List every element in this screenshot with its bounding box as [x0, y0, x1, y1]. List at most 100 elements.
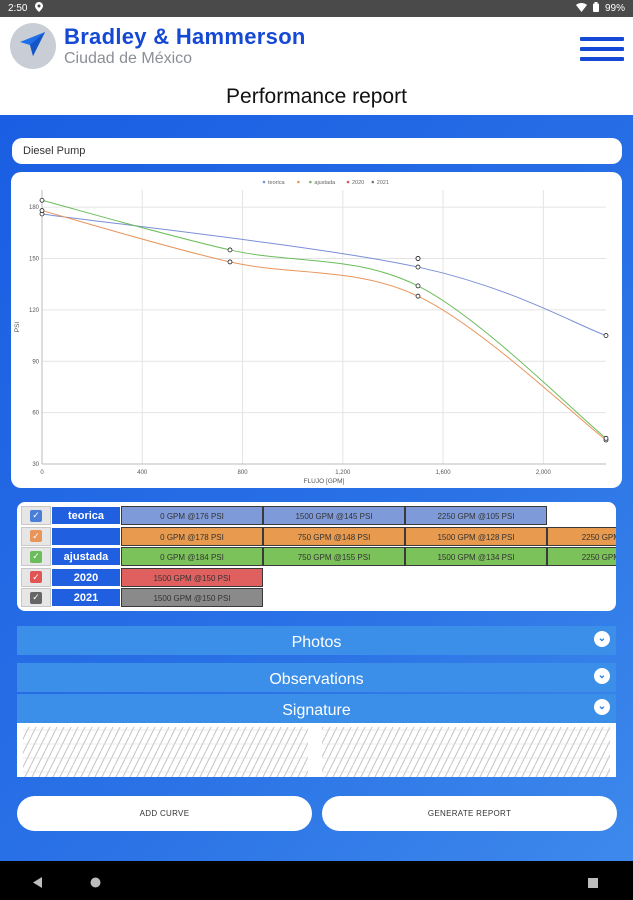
- legend-marker: [371, 180, 375, 184]
- company-city: Ciudad de México: [64, 50, 193, 67]
- signature-section[interactable]: Signature ⌄: [17, 694, 616, 723]
- legend-label: ajustada: [314, 180, 336, 186]
- chevron-down-icon[interactable]: ⌄: [594, 668, 610, 684]
- checkmark-icon: ✓: [30, 571, 42, 583]
- pump-name-input[interactable]: [12, 138, 622, 164]
- legend-label: 2020: [352, 180, 364, 186]
- data-point: [415, 293, 421, 299]
- legend-marker: [262, 180, 266, 184]
- x-tick-label: 800: [238, 470, 249, 476]
- home-icon[interactable]: [90, 875, 101, 893]
- legend-marker: [346, 180, 350, 184]
- curve-point-cell[interactable]: 750 GPM @155 PSI: [263, 547, 405, 566]
- data-point: [603, 435, 609, 441]
- status-time: 2:50: [8, 3, 28, 14]
- legend-label: teorica: [268, 180, 285, 186]
- signature-pad[interactable]: [17, 723, 616, 777]
- legend-marker: [309, 180, 312, 184]
- checkmark-icon: ✓: [30, 591, 42, 604]
- data-point: [415, 256, 421, 261]
- curve-point-cell[interactable]: 0 GPM @184 PSI: [121, 547, 263, 566]
- status-bar: 2:50 99%: [0, 0, 633, 17]
- back-icon[interactable]: [33, 875, 43, 893]
- paper-plane-icon: [18, 29, 48, 64]
- curve-row[interactable]: ✓ 2020 1500 GPM @150 PSI: [21, 567, 263, 587]
- y-tick-label: 150: [29, 257, 40, 263]
- x-tick-label: 1,200: [335, 470, 351, 476]
- photos-label: Photos: [291, 634, 342, 651]
- wifi-icon: [575, 2, 587, 15]
- curve-row[interactable]: ✓ 2021 1500 GPM @150 PSI: [21, 588, 263, 607]
- y-tick-label: 30: [32, 462, 39, 468]
- curve-row[interactable]: ✓ ajustada 0 GPM @184 PSI 750 GPM @155 PSI 1…: [21, 547, 616, 566]
- generate-report-button[interactable]: GENERATE REPORT: [322, 796, 617, 831]
- performance-chart: 0 400 800 1,200 1,600 2,000 30 60 90 120 150 180 FLU…: [11, 172, 622, 488]
- recents-icon[interactable]: [588, 875, 598, 893]
- company-logo: [10, 23, 56, 69]
- curves-table: ✓ teorica 0 GPM @176 PSI 1500 GPM @145 PSI 2…: [17, 502, 616, 611]
- series-line: [41, 210, 607, 441]
- x-axis-label: FLUJO [GPM]: [304, 478, 345, 485]
- report-body: 0 400 800 1,200 1,600 2,000 30 60 90 120 150 180 FLU…: [0, 115, 633, 861]
- curve-point-cell[interactable]: 0 GPM @178 PSI: [121, 526, 263, 546]
- checkmark-icon: ✓: [30, 550, 42, 563]
- curve-point-cell[interactable]: 1500 GPM @145 PSI: [263, 506, 405, 525]
- curve-point-cell[interactable]: 750 GPM @148 PSI: [263, 526, 405, 546]
- company-name: Bradley & Hammerson: [64, 24, 306, 49]
- curve-point-cell[interactable]: 1500 GPM @134 PSI: [405, 547, 547, 566]
- app-header: Bradley & Hammerson Ciudad de México Per…: [0, 17, 633, 115]
- photos-section[interactable]: Photos ⌄: [17, 626, 616, 655]
- curve-checkbox[interactable]: ✓: [21, 547, 51, 566]
- curve-point-cell[interactable]: 0 GPM @176 PSI: [121, 506, 263, 525]
- y-tick-label: 60: [32, 411, 39, 417]
- curve-checkbox[interactable]: ✓: [21, 526, 51, 546]
- chevron-down-icon[interactable]: ⌄: [594, 699, 610, 715]
- curve-row[interactable]: ✓ teorica 0 GPM @176 PSI 1500 GPM @145 PSI 2…: [21, 506, 547, 525]
- curve-checkbox[interactable]: ✓: [21, 588, 51, 607]
- series-line: [41, 213, 607, 337]
- x-tick-label: 1,600: [436, 470, 452, 476]
- hamburger-menu-icon[interactable]: [580, 37, 624, 61]
- curve-point-cell[interactable]: 1500 GPM @150 PSI: [121, 588, 263, 607]
- x-tick-label: 400: [137, 470, 148, 476]
- observations-section[interactable]: Observations ⌄: [17, 663, 616, 692]
- data-point: [415, 283, 421, 289]
- data-point: [39, 197, 45, 203]
- navigation-bar: [0, 861, 633, 900]
- chevron-down-icon[interactable]: ⌄: [594, 631, 610, 647]
- y-tick-label: 180: [29, 205, 40, 211]
- curve-checkbox[interactable]: ✓: [21, 506, 51, 525]
- curve-name[interactable]: [51, 526, 121, 546]
- curve-name[interactable]: 2020: [51, 567, 121, 587]
- curve-point-cell[interactable]: 1500 GPM @128 PSI: [405, 526, 547, 546]
- curve-point-cell[interactable]: 2250 GPM @44 PSI: [547, 526, 616, 546]
- battery-level: 99%: [604, 3, 625, 14]
- curve-checkbox[interactable]: ✓: [21, 567, 51, 587]
- legend-marker: [297, 180, 300, 184]
- curve-row[interactable]: ✓ 0 GPM @178 PSI 750 GPM @148 PSI 1500 GPM …: [21, 526, 616, 546]
- data-point: [227, 259, 233, 265]
- curve-name[interactable]: ajustada: [51, 547, 121, 566]
- curve-point-cell[interactable]: 1500 GPM @150 PSI: [121, 567, 263, 587]
- curve-point-cell[interactable]: 2250 GPM @105 PSI: [405, 506, 547, 525]
- y-tick-label: 90: [32, 359, 39, 365]
- curve-name[interactable]: teorica: [51, 506, 121, 525]
- legend-label: 2021: [377, 180, 389, 186]
- data-point: [227, 247, 233, 253]
- checkmark-icon: ✓: [30, 530, 42, 542]
- add-curve-button[interactable]: ADD CURVE: [17, 796, 312, 831]
- y-axis-label: PSI: [14, 322, 21, 333]
- data-point: [415, 264, 421, 270]
- data-point: [39, 208, 45, 213]
- observations-label: Observations: [269, 671, 364, 688]
- data-point: [603, 333, 609, 338]
- y-tick-label: 120: [29, 308, 40, 314]
- x-tick-label: 2,000: [536, 470, 552, 476]
- series-line: [41, 199, 607, 439]
- curve-point-cell[interactable]: 2250 GPM @45 PSI: [547, 547, 616, 566]
- chart-svg: 0 400 800 1,200 1,600 2,000 30 60 90 120 150 180 FLU…: [14, 180, 609, 485]
- location-icon: [35, 2, 44, 15]
- checkmark-icon: ✓: [30, 509, 42, 522]
- curve-name[interactable]: 2021: [51, 588, 121, 607]
- signature-label: Signature: [282, 702, 351, 719]
